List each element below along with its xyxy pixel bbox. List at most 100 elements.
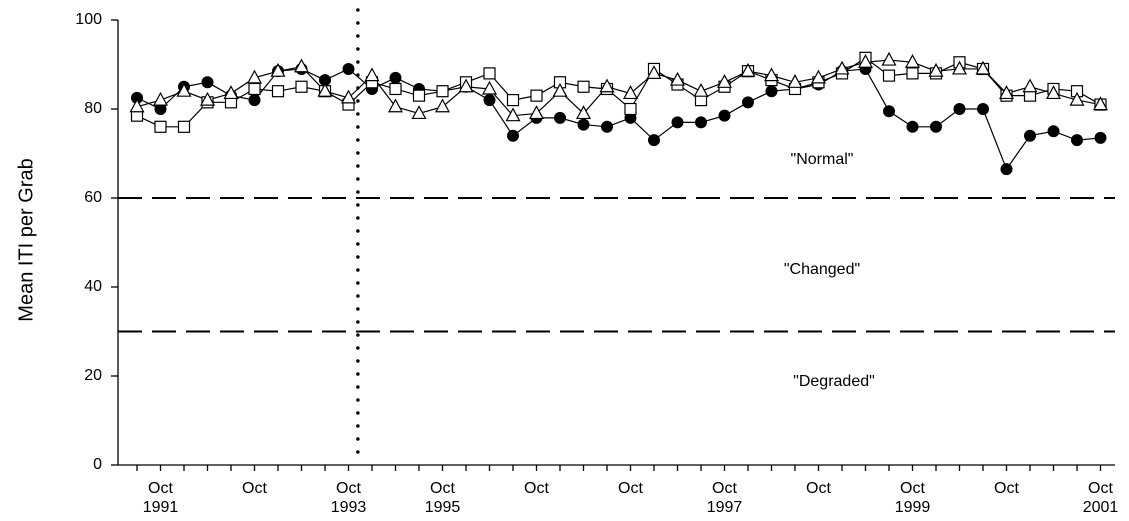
marker (718, 109, 731, 122)
marker (1092, 96, 1109, 111)
x-tick-label: Oct (524, 480, 549, 497)
marker (434, 98, 451, 113)
marker (577, 118, 590, 131)
marker (389, 82, 402, 96)
marker (505, 107, 521, 122)
marker (857, 54, 874, 68)
marker (154, 120, 167, 133)
marker (624, 102, 637, 116)
marker (483, 94, 496, 107)
marker (1069, 91, 1085, 106)
x-tick-label: Oct 1999 (895, 480, 931, 516)
marker (199, 91, 216, 106)
marker (953, 103, 966, 115)
marker (1047, 125, 1060, 138)
marker (834, 60, 850, 75)
marker (317, 82, 333, 97)
marker (223, 85, 239, 100)
marker (270, 62, 286, 77)
marker (906, 67, 919, 80)
marker (530, 89, 543, 102)
marker (152, 91, 169, 106)
marker (248, 94, 261, 107)
marker (342, 62, 355, 75)
marker (412, 89, 426, 102)
marker (271, 85, 285, 98)
marker (248, 82, 261, 96)
marker (669, 71, 686, 86)
marker (622, 85, 639, 100)
marker (716, 74, 733, 88)
marker (810, 69, 827, 84)
marker (763, 67, 780, 82)
series-line (136, 68, 1101, 171)
marker (177, 120, 191, 133)
marker (340, 89, 357, 104)
marker (1024, 129, 1036, 142)
marker (411, 105, 427, 120)
marker (577, 80, 590, 93)
y-tick-label: 0 (93, 456, 102, 473)
marker (1000, 163, 1013, 176)
marker (483, 67, 496, 80)
marker (930, 120, 942, 133)
y-axis-label: Mean ITI per Grab (15, 158, 37, 321)
marker (601, 120, 613, 133)
marker (201, 76, 214, 89)
y-tick-label: 20 (84, 367, 102, 384)
x-tick-label: Oct (618, 480, 643, 497)
marker (507, 129, 519, 142)
marker (575, 105, 592, 120)
y-tick-label: 100 (75, 11, 102, 28)
marker (599, 78, 615, 93)
x-tick-label: Oct (994, 480, 1019, 497)
x-tick-label: Oct 1995 (425, 480, 461, 516)
x-tick-label: Oct (242, 480, 267, 497)
annotation: "Changed" (784, 261, 860, 278)
marker (554, 111, 566, 124)
marker (129, 98, 145, 113)
marker (648, 134, 660, 147)
marker (742, 96, 754, 109)
marker (646, 65, 662, 79)
marker (787, 74, 803, 88)
marker (458, 78, 474, 93)
marker (387, 98, 404, 113)
marker (389, 71, 402, 84)
marker (319, 74, 331, 87)
marker (295, 80, 308, 93)
x-tick-label: Oct 1993 (331, 480, 367, 516)
marker (695, 116, 707, 129)
marker (506, 93, 520, 107)
marker (928, 62, 944, 77)
marker (882, 69, 896, 82)
marker (293, 58, 310, 73)
marker (364, 67, 380, 82)
annotation: "Normal" (791, 151, 854, 168)
marker (1045, 85, 1062, 100)
marker (740, 62, 756, 77)
marker (998, 85, 1015, 100)
marker (552, 82, 568, 97)
x-tick-label: Oct 1997 (707, 480, 743, 516)
marker (1094, 131, 1107, 144)
marker (975, 60, 991, 75)
y-tick-label: 40 (84, 278, 102, 295)
marker (131, 91, 143, 104)
marker (881, 51, 897, 66)
marker (883, 105, 895, 118)
marker (1071, 134, 1083, 147)
marker (176, 82, 192, 97)
x-tick-label: Oct (806, 480, 831, 497)
marker (246, 69, 263, 84)
marker (977, 103, 989, 115)
marker (904, 54, 921, 68)
marker (1022, 78, 1038, 93)
marker (906, 120, 919, 133)
marker (528, 105, 545, 120)
marker (154, 103, 167, 115)
marker (693, 82, 709, 97)
y-tick-label: 80 (84, 100, 102, 117)
marker (671, 116, 684, 129)
